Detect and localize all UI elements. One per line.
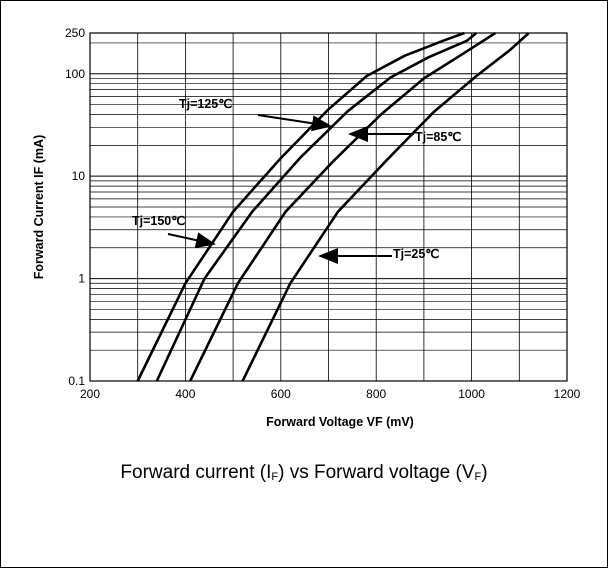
x-axis-label: Forward Voltage VF (mV) [266, 415, 414, 429]
x-tick-label: 400 [175, 387, 195, 401]
x-tick-label: 600 [271, 387, 291, 401]
x-tick-label: 200 [80, 387, 100, 401]
series-curve [241, 32, 530, 382]
y-axis-label: Forward Current IF (mA) [32, 135, 46, 279]
series-curve [136, 31, 465, 382]
x-tick-label: 1200 [554, 387, 581, 401]
annotation-arrow [167, 232, 216, 248]
x-tick-label: 1000 [458, 387, 485, 401]
forward-current-chart: 200 400 600 800 1000 1200 0.1 1 10 100 250 Tj=125℃… [32, 26, 581, 429]
curve-label: Tj=85℃ [415, 130, 461, 144]
annotation-arrow [257, 114, 332, 132]
y-tick-label: 0.1 [68, 374, 85, 388]
y-tick-label: 250 [65, 26, 85, 40]
curve-label: Tj=150℃ [132, 214, 185, 228]
y-tick-label: 100 [65, 67, 85, 81]
y-tick-label: 1 [78, 272, 85, 286]
caption-subscript-2: F [474, 471, 482, 483]
caption-subscript-1: F [271, 471, 279, 483]
series-curve [155, 31, 478, 382]
curve-label: Tj=25℃ [393, 247, 439, 261]
grid-lines [90, 33, 567, 381]
figure-caption: Forward current (IF) vs Forward voltage … [0, 462, 608, 484]
caption-text-1: Forward current (I [120, 462, 272, 483]
caption-text-3: ) [481, 462, 488, 483]
plot-area-border [89, 32, 568, 382]
curve-label: Tj=125℃ [179, 97, 232, 111]
tick-labels: 200 400 600 800 1000 1200 0.1 1 10 100 250 [65, 26, 581, 401]
curve-annotations: Tj=125℃ Tj=85℃ Tj=150℃ Tj=25℃ [132, 97, 461, 264]
x-tick-label: 800 [366, 387, 386, 401]
y-tick-label: 10 [72, 169, 86, 183]
caption-text-2: ) vs Forward voltage (V [278, 462, 475, 483]
